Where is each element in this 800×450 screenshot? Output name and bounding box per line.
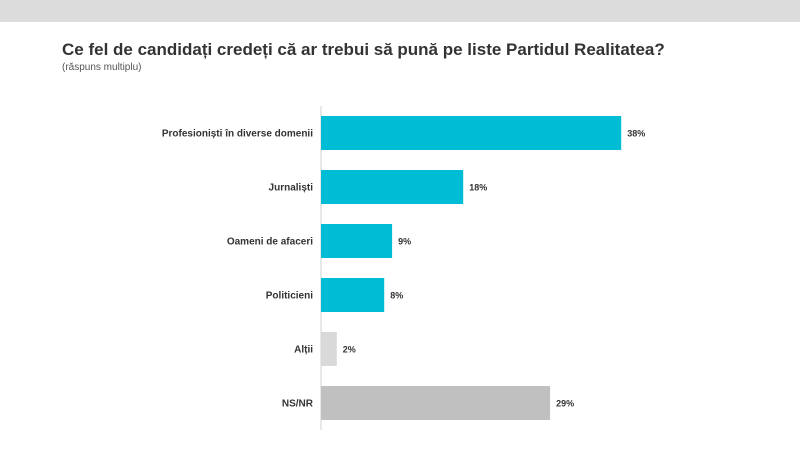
bar-5: [321, 386, 551, 420]
bar-2: [321, 224, 393, 258]
category-label-5: NS/NR: [282, 399, 314, 410]
bar-4: [321, 332, 337, 366]
value-label-4: 2%: [343, 345, 356, 355]
value-label-0: 38%: [627, 129, 645, 139]
category-label-4: Alții: [294, 345, 313, 356]
value-label-5: 29%: [556, 399, 574, 409]
value-label-2: 9%: [398, 237, 411, 247]
category-label-0: Profesioniști în diverse domenii: [162, 129, 313, 140]
chart-title: Ce fel de candidați credeți că ar trebui…: [62, 40, 665, 59]
category-label-2: Oameni de afaceri: [227, 237, 313, 248]
bar-1: [321, 170, 464, 204]
category-label-3: Politicieni: [266, 291, 313, 302]
value-label-1: 18%: [469, 183, 487, 193]
category-label-1: Jurnaliști: [269, 183, 314, 194]
value-label-3: 8%: [390, 291, 403, 301]
bar-3: [321, 278, 385, 312]
top-bar: [0, 0, 800, 22]
chart-subtitle: (răspuns multiplu): [62, 62, 142, 73]
bar-0: [321, 116, 622, 150]
slide-background: [0, 22, 800, 450]
